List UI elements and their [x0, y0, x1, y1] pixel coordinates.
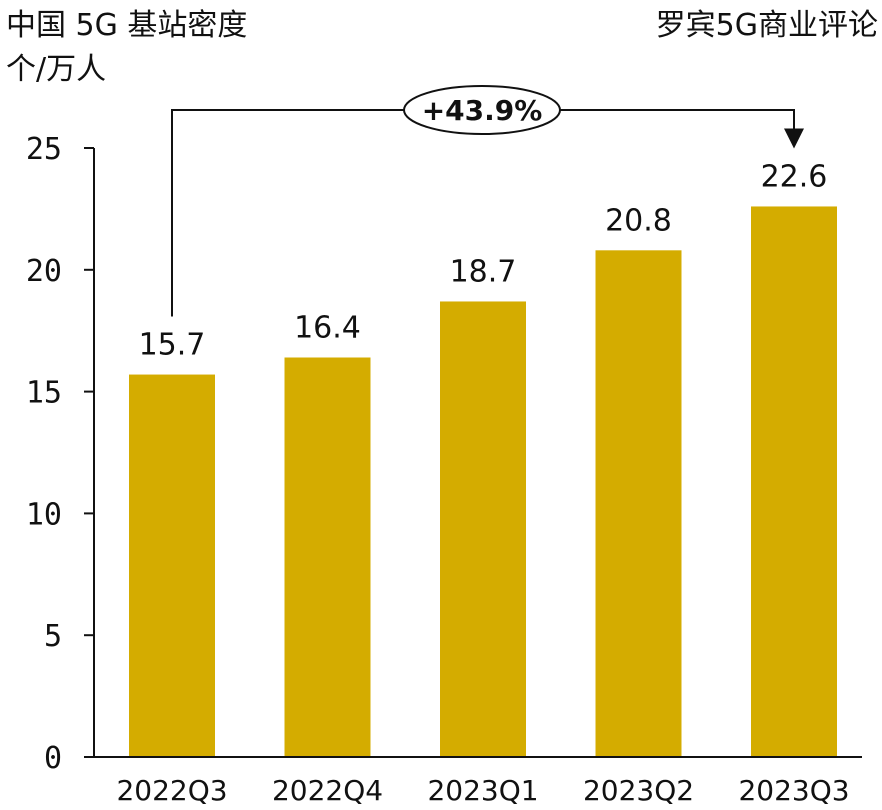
y-tick-label: 15	[26, 376, 62, 411]
source-label: 罗宾5G商业评论	[655, 8, 878, 43]
growth-annotation: +43.9%	[171, 85, 804, 317]
x-axis: 2022Q3 2022Q4 2023Q1 2023Q2 2023Q3	[94, 756, 862, 807]
annotation-line-right	[560, 109, 795, 133]
bar-value-label: 20.8	[605, 203, 672, 238]
y-axis: 0 5 10 15 20 25	[26, 132, 95, 776]
x-category-label: 2023Q3	[738, 774, 849, 807]
bar-value-label: 22.6	[761, 159, 828, 194]
bar	[751, 206, 837, 758]
bar-value-label: 18.7	[450, 254, 517, 289]
annotation-line-left	[171, 109, 404, 317]
y-tick-label: 5	[44, 619, 62, 654]
bar	[440, 301, 526, 757]
y-axis-unit: 个/万人	[6, 52, 107, 87]
bar-value-label: 16.4	[294, 310, 361, 345]
y-tick-label: 25	[26, 132, 62, 167]
chart-title: 中国 5G 基站密度	[6, 8, 248, 43]
y-tick-label: 20	[26, 254, 62, 289]
annotation-oval	[403, 85, 561, 135]
x-category-label: 2023Q2	[583, 774, 694, 807]
annotation-arrowhead	[784, 128, 804, 149]
bar	[595, 250, 682, 757]
y-tick-label: 10	[26, 497, 62, 532]
bar	[129, 374, 215, 757]
y-tick-label: 0	[44, 741, 62, 776]
bar	[284, 357, 371, 757]
annotation-label: +43.9%	[422, 94, 543, 127]
x-category-label: 2022Q3	[116, 774, 227, 807]
x-category-label: 2023Q1	[427, 774, 538, 807]
bar-value-label: 15.7	[139, 328, 206, 363]
bars: 15.7 16.4 18.7 20.8 22.6	[129, 159, 837, 758]
x-category-label: 2022Q4	[272, 774, 383, 807]
